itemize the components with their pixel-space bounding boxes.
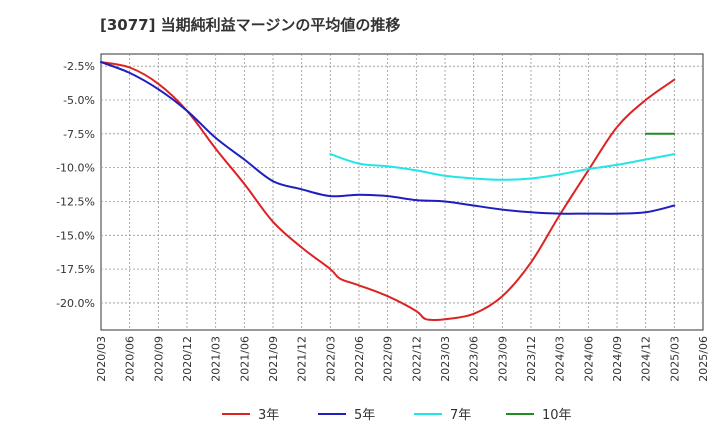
y-tick-label: -7.5%	[63, 128, 95, 141]
x-tick-label: 2024/12	[640, 336, 653, 382]
x-tick-label: 2024/09	[611, 336, 624, 382]
x-tick-label: 2024/06	[582, 336, 595, 382]
y-tick-label: -10.0%	[56, 162, 95, 175]
series-line-2	[100, 61, 676, 215]
y-tick-label: -17.5%	[56, 263, 95, 276]
y-tick-label: -15.0%	[56, 229, 95, 242]
chart-title: [3077] 当期純利益マージンの平均値の推移	[100, 16, 400, 34]
x-tick-label: 2022/03	[324, 336, 337, 382]
y-tick-label: -5.0%	[63, 94, 95, 107]
x-tick-label: 2025/06	[697, 336, 710, 382]
x-tick-label: 2020/12	[181, 336, 194, 382]
x-axis-ticks: 2020/03 2020/06 2020/09 2020/12 2021/03 2021/…	[95, 336, 710, 382]
x-tick-label: 2021/06	[238, 336, 251, 382]
legend-label: 3年	[258, 408, 279, 423]
y-axis-ticks: -2.5% -5.0% -7.5% -10.0% -12.5% -15.0% -17.5% -…	[56, 60, 95, 310]
x-tick-label: 2022/12	[410, 336, 423, 382]
plot-area	[100, 53, 704, 331]
series-line-3	[329, 153, 676, 181]
legend: 3年 5年 7年 10年	[222, 408, 572, 423]
x-tick-label: 2023/12	[525, 336, 538, 382]
x-tick-label: 2022/06	[353, 336, 366, 382]
series-line-1	[100, 61, 676, 322]
x-tick-label: 2020/03	[95, 336, 108, 382]
y-tick-label: -2.5%	[63, 60, 95, 73]
x-tick-label: 2020/06	[124, 336, 137, 382]
x-tick-label: 2023/03	[439, 336, 452, 382]
x-tick-label: 2021/09	[267, 336, 280, 382]
legend-label: 7年	[450, 408, 471, 423]
x-tick-label: 2021/12	[296, 336, 309, 382]
x-tick-label: 2023/09	[496, 336, 509, 382]
legend-label: 10年	[542, 408, 572, 423]
x-tick-label: 2023/06	[468, 336, 481, 382]
x-tick-label: 2021/03	[210, 336, 223, 382]
x-tick-label: 2020/09	[152, 336, 165, 382]
x-tick-label: 2024/03	[554, 336, 567, 382]
x-tick-label: 2025/03	[668, 336, 681, 382]
x-tick-label: 2022/09	[382, 336, 395, 382]
grid-lines	[101, 54, 703, 330]
y-tick-label: -20.0%	[56, 297, 95, 310]
y-tick-label: -12.5%	[56, 195, 95, 208]
legend-label: 5年	[354, 408, 375, 423]
series-lines	[100, 61, 676, 322]
